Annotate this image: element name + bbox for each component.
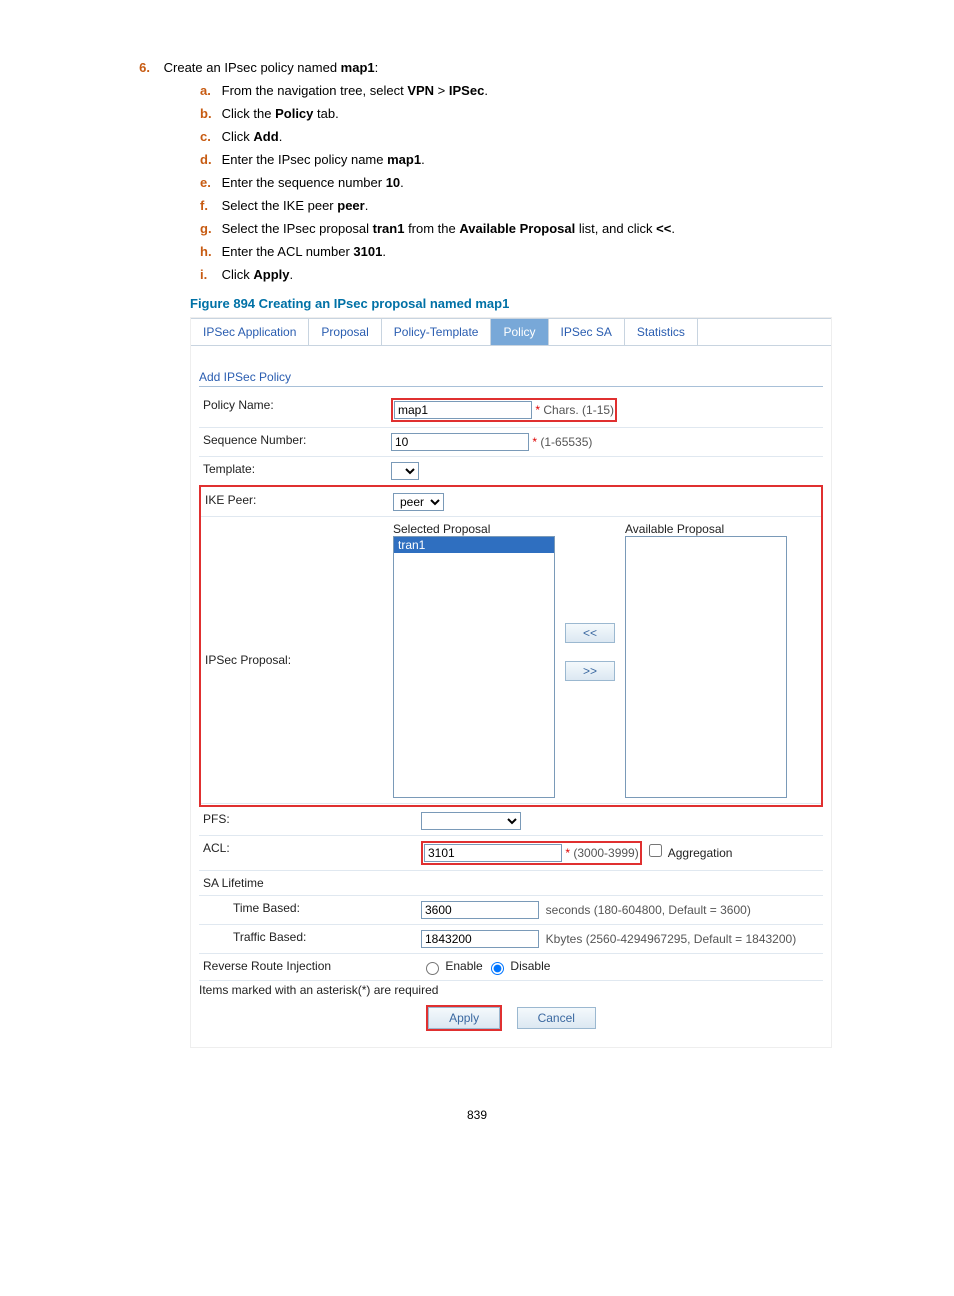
label-sa-lifetime: SA Lifetime	[199, 871, 823, 896]
hint-acl: * (3000-3999)	[565, 846, 638, 860]
step-text-3: :	[375, 60, 379, 75]
form-area: Add IPSec Policy Policy Name: * Chars. (…	[191, 346, 831, 1047]
label-aggregation: Aggregation	[668, 846, 733, 860]
button-row: Apply Cancel	[199, 997, 823, 1039]
form-table: Policy Name: * Chars. (1-15) Sequence Nu…	[199, 393, 823, 486]
step-6: 6. Create an IPsec policy named map1:	[100, 60, 854, 75]
step-text-bold: map1	[341, 60, 375, 75]
ipsec-policy-panel: IPSec Application Proposal Policy-Templa…	[190, 317, 832, 1048]
step-number: 6.	[126, 60, 150, 75]
input-time-based[interactable]	[421, 901, 539, 919]
label-rri-disable: Disable	[510, 959, 550, 973]
required-footnote: Items marked with an asterisk(*) are req…	[199, 981, 823, 997]
step-text-1: Create an IPsec policy named	[164, 60, 341, 75]
label-ipsec-proposal: IPSec Proposal:	[201, 517, 389, 804]
radio-rri-enable[interactable]	[426, 962, 439, 975]
hint-seq-number: * (1-65535)	[532, 435, 592, 449]
row-sa-lifetime: SA Lifetime	[199, 871, 823, 896]
move-buttons: << >>	[555, 522, 625, 782]
hint-policy-name: * Chars. (1-15)	[535, 403, 614, 417]
cancel-button[interactable]: Cancel	[517, 1007, 596, 1029]
highlight-box-ike-proposal: IKE Peer: peer IPSec Proposal: Selected …	[199, 485, 823, 807]
row-traffic-based: Traffic Based: Kbytes (2560-4294967295, …	[199, 925, 823, 954]
label-ike-peer: IKE Peer:	[201, 488, 389, 517]
tab-policy-template[interactable]: Policy-Template	[382, 319, 492, 345]
input-acl[interactable]	[424, 844, 562, 862]
substep-c: c. Click Add.	[200, 129, 854, 144]
row-ipsec-proposal: IPSec Proposal: Selected Proposal tran1 …	[201, 517, 821, 804]
tab-bar: IPSec Application Proposal Policy-Templa…	[191, 318, 831, 346]
row-ike-peer: IKE Peer: peer	[201, 488, 821, 517]
substep-e: e. Enter the sequence number 10.	[200, 175, 854, 190]
available-proposal-title: Available Proposal	[625, 522, 787, 536]
checkbox-aggregation[interactable]	[649, 844, 662, 857]
label-rri-enable: Enable	[445, 959, 482, 973]
label-seq-number: Sequence Number:	[199, 428, 387, 457]
row-template: Template:	[199, 457, 823, 486]
input-policy-name[interactable]	[394, 401, 532, 419]
row-seq-number: Sequence Number: * (1-65535)	[199, 428, 823, 457]
select-pfs[interactable]	[421, 812, 521, 830]
substep-list: a. From the navigation tree, select VPN …	[200, 83, 854, 282]
tab-ipsec-application[interactable]: IPSec Application	[191, 319, 309, 345]
tab-proposal[interactable]: Proposal	[309, 319, 381, 345]
tab-ipsec-sa[interactable]: IPSec SA	[549, 319, 625, 345]
substep-g: g. Select the IPsec proposal tran1 from …	[200, 221, 854, 236]
figure-caption: Figure 894 Creating an IPsec proposal na…	[190, 296, 854, 311]
row-rri: Reverse Route Injection Enable Disable	[199, 954, 823, 981]
row-policy-name: Policy Name: * Chars. (1-15)	[199, 393, 823, 428]
substep-h: h. Enter the ACL number 3101.	[200, 244, 854, 259]
select-template[interactable]	[391, 462, 419, 480]
tab-statistics[interactable]: Statistics	[625, 319, 698, 345]
input-seq-number[interactable]	[391, 433, 529, 451]
substep-b: b. Click the Policy tab.	[200, 106, 854, 121]
input-traffic-based[interactable]	[421, 930, 539, 948]
label-rri: Reverse Route Injection	[199, 954, 417, 981]
label-pfs: PFS:	[199, 807, 417, 836]
row-pfs: PFS:	[199, 807, 823, 836]
label-time-based: Time Based:	[199, 896, 417, 925]
radio-rri-disable[interactable]	[491, 962, 504, 975]
row-acl: ACL: * (3000-3999) Aggregation	[199, 836, 823, 871]
label-traffic-based: Traffic Based:	[199, 925, 417, 954]
label-acl: ACL:	[199, 836, 417, 871]
select-ike-peer[interactable]: peer	[393, 493, 444, 511]
selected-proposal-list[interactable]: tran1	[393, 536, 555, 798]
substep-f: f. Select the IKE peer peer.	[200, 198, 854, 213]
apply-button[interactable]: Apply	[428, 1007, 500, 1029]
label-policy-name: Policy Name:	[199, 393, 387, 428]
move-left-button[interactable]: <<	[565, 623, 615, 643]
form-title: Add IPSec Policy	[199, 370, 823, 387]
selected-proposal-column: Selected Proposal tran1	[393, 522, 555, 798]
substep-i: i. Click Apply.	[200, 267, 854, 282]
selected-proposal-item[interactable]: tran1	[394, 537, 554, 553]
hint-traffic-based: Kbytes (2560-4294967295, Default = 18432…	[546, 932, 797, 946]
tab-policy[interactable]: Policy	[491, 319, 548, 345]
selected-proposal-title: Selected Proposal	[393, 522, 555, 536]
available-proposal-column: Available Proposal	[625, 522, 787, 798]
substep-a: a. From the navigation tree, select VPN …	[200, 83, 854, 98]
substep-d: d. Enter the IPsec policy name map1.	[200, 152, 854, 167]
hint-time-based: seconds (180-604800, Default = 3600)	[546, 903, 751, 917]
page-number: 839	[100, 1108, 854, 1122]
move-right-button[interactable]: >>	[565, 661, 615, 681]
label-template: Template:	[199, 457, 387, 486]
available-proposal-list[interactable]	[625, 536, 787, 798]
row-time-based: Time Based: seconds (180-604800, Default…	[199, 896, 823, 925]
